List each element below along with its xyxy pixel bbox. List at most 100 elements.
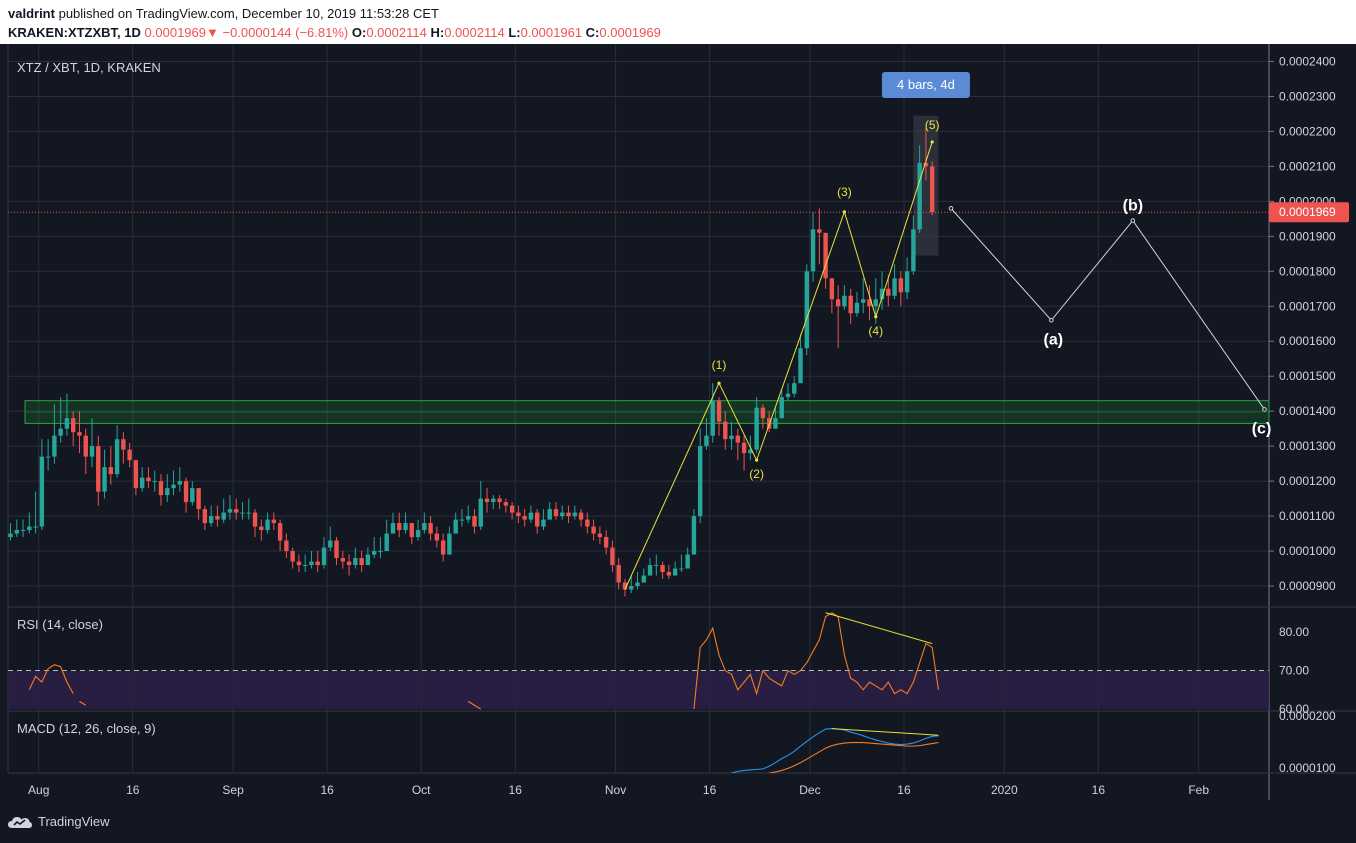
symbol-label: KRAKEN:XTZXBT, 1D — [8, 25, 141, 40]
price-axis-tick-label: 0.0001000 — [1279, 544, 1336, 558]
candle-body — [672, 568, 678, 576]
candle-body — [321, 547, 327, 566]
candle — [723, 411, 728, 450]
macd-axis-tick-label: 0.0000200 — [1279, 709, 1336, 723]
candle-body — [390, 523, 396, 534]
candle-body — [553, 509, 559, 517]
abc-wave-label: (c) — [1252, 420, 1272, 437]
candle — [227, 495, 233, 520]
candle-body — [365, 554, 371, 566]
candle-body — [315, 561, 320, 566]
candle — [654, 554, 659, 576]
price-chart[interactable]: Aug 16 Sep 16 Oct 16 Nov 16 Dec 16 2020 16 Feb 0.0002… — [0, 44, 1356, 800]
candle — [133, 460, 139, 496]
time-axis-tick-label: 16 — [703, 783, 717, 797]
candle-body — [698, 446, 703, 517]
candle-body — [729, 435, 734, 440]
candle — [453, 512, 458, 534]
author-name[interactable]: valdrint — [8, 6, 55, 21]
rsi-line — [693, 612, 940, 710]
down-arrow-icon: ▼ — [205, 25, 219, 40]
candle-body — [879, 288, 885, 300]
candle-body — [234, 509, 239, 513]
candle — [892, 264, 897, 300]
candle — [284, 533, 289, 559]
macd-title: MACD (12, 26, close, 9) — [17, 721, 156, 736]
wave-label: (3) — [837, 185, 852, 199]
candle-body — [440, 540, 446, 555]
candle-body — [547, 509, 552, 520]
candle — [672, 561, 678, 576]
price-axis-tick-label: 0.0001900 — [1279, 229, 1336, 243]
candle — [346, 554, 352, 576]
candle-body — [196, 488, 201, 510]
abc-point-marker — [1049, 317, 1054, 323]
time-axis-tick-label: 16 — [1092, 783, 1106, 797]
candle-body — [585, 519, 590, 527]
publication-line: valdrint published on TradingView.com, D… — [8, 6, 439, 21]
candle-body — [121, 439, 126, 450]
candle — [246, 498, 251, 520]
price-axis-tick-label: 0.0002300 — [1279, 89, 1336, 103]
candle — [861, 278, 866, 314]
candle-body — [748, 449, 753, 454]
candle-body — [459, 519, 465, 521]
candle — [165, 474, 170, 503]
wave-label: (5) — [925, 118, 940, 132]
candle-body — [503, 502, 509, 506]
candle — [610, 540, 615, 573]
candle-body — [854, 302, 860, 314]
candle — [190, 481, 195, 506]
rsi-title: RSI (14, close) — [17, 617, 103, 632]
candle-body — [898, 278, 904, 293]
candle-body — [89, 446, 95, 457]
candle-body — [96, 446, 101, 492]
price-axis-tick-label: 0.0001800 — [1279, 264, 1336, 278]
candle-body — [647, 565, 653, 576]
price-axis-tick-label: 0.0001700 — [1279, 299, 1336, 313]
candle — [698, 428, 703, 524]
candle — [265, 512, 270, 534]
candle-body — [622, 582, 628, 590]
candle-body — [133, 460, 139, 489]
candle — [353, 547, 358, 569]
time-axis-tick-label: 16 — [126, 783, 140, 797]
candle-body — [384, 533, 389, 552]
candle — [560, 505, 565, 520]
tradingview-logo[interactable]: TradingView — [8, 814, 110, 829]
candle — [754, 397, 759, 454]
candle-body — [760, 407, 766, 419]
candle-body — [616, 565, 621, 583]
candle-body — [522, 516, 527, 520]
price-axis-tick-label: 0.0002200 — [1279, 124, 1336, 138]
candle-body — [177, 481, 182, 485]
candle-body — [302, 565, 308, 567]
candle-body — [472, 516, 477, 527]
candle — [14, 519, 19, 538]
candle — [8, 523, 13, 541]
open-value: 0.0002114 — [366, 25, 427, 40]
candle — [309, 551, 314, 569]
candle — [760, 404, 766, 429]
candle — [660, 561, 665, 580]
candle — [553, 502, 559, 520]
candle-body — [340, 558, 346, 562]
candle — [484, 488, 490, 513]
candle — [390, 512, 396, 534]
candle — [503, 498, 509, 513]
candle-body — [873, 299, 878, 307]
candle — [440, 533, 446, 562]
abc-wave-label: (a) — [1044, 331, 1064, 348]
candle-body — [83, 435, 88, 457]
candle — [202, 505, 208, 531]
candle — [146, 467, 151, 489]
candle-body — [8, 533, 13, 538]
wave-label: (2) — [749, 467, 764, 481]
candle-body — [685, 554, 690, 569]
candle — [20, 519, 26, 538]
candle-body — [221, 512, 226, 520]
candle-body — [848, 295, 853, 314]
candle — [534, 509, 540, 534]
candle — [478, 481, 483, 531]
candle — [798, 334, 803, 384]
